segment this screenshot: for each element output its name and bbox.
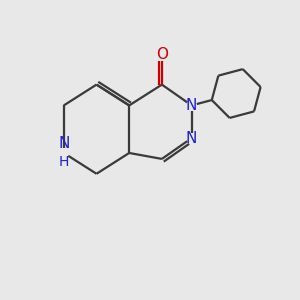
Text: N: N bbox=[186, 98, 197, 113]
Text: N: N bbox=[58, 136, 70, 151]
Text: O: O bbox=[156, 47, 168, 62]
Text: H: H bbox=[58, 155, 69, 169]
Text: N: N bbox=[186, 130, 197, 146]
